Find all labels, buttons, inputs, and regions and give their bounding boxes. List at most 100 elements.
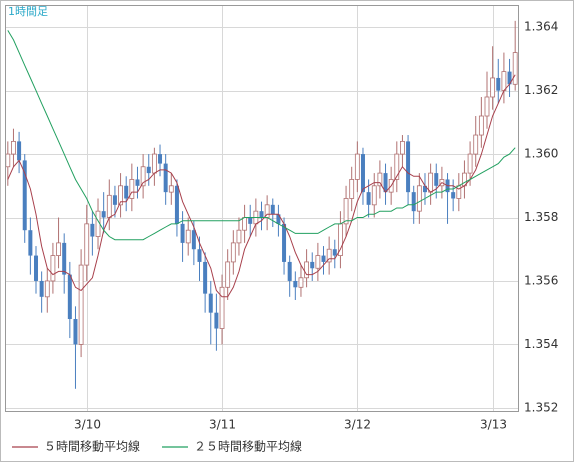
candle-body [163, 163, 168, 193]
candle-body [349, 179, 355, 199]
candle-body [197, 249, 202, 262]
candle-body [400, 140, 405, 155]
candle-body [34, 255, 39, 281]
candle-body [332, 249, 337, 256]
candle-body [67, 274, 72, 320]
marks [5, 20, 518, 389]
candle-body [106, 194, 112, 218]
candle-body [225, 261, 231, 288]
y-tick-label: 1.356 [524, 273, 558, 287]
candle-body [484, 96, 490, 117]
candle-body [236, 229, 242, 244]
legend-label: ５時間移動平均線 [44, 439, 140, 454]
candle-body [22, 160, 27, 231]
ma-line [7, 74, 516, 298]
candle-body [315, 255, 321, 269]
candle-body [39, 280, 44, 297]
candle-body [366, 192, 371, 205]
candle-body [174, 185, 179, 224]
candle-body [135, 179, 140, 186]
y-tick-label: 1.362 [524, 83, 558, 97]
candle-body [416, 185, 422, 212]
candle-body [490, 77, 496, 98]
plot-border [5, 5, 519, 412]
candle-body [287, 261, 292, 281]
y-tick-label: 1.352 [524, 400, 558, 414]
legend-label: ２５時間移動平均線 [194, 439, 302, 454]
candle-body [282, 223, 287, 262]
candle-body [422, 185, 427, 193]
candle-body [140, 166, 146, 187]
candle-body [360, 154, 365, 193]
y-tick-label: 1.360 [524, 147, 558, 161]
candle-body [5, 153, 11, 168]
candle-body [78, 264, 84, 345]
candle-body [180, 223, 185, 243]
y-tick-label: 1.358 [524, 210, 558, 224]
candle-body [473, 134, 479, 155]
candle-body [248, 217, 253, 224]
candle-body [214, 312, 219, 329]
candle-body [293, 280, 298, 288]
candle-body [50, 255, 56, 282]
candle-body [11, 140, 16, 155]
candle-body [501, 71, 507, 92]
candle-body [321, 255, 326, 262]
grid [5, 5, 518, 411]
chart-title: 1時間足 [8, 5, 48, 18]
x-tick-label: 3/11 [209, 418, 236, 432]
candle-body [270, 204, 275, 215]
candle-body [84, 223, 90, 266]
candle-body [507, 71, 512, 85]
candle-body [17, 141, 22, 161]
candle-body [276, 214, 281, 224]
candle-body [310, 261, 315, 269]
candle-body [118, 185, 123, 206]
candle-body [146, 166, 151, 174]
candle-body [496, 77, 501, 91]
candle-body [124, 185, 129, 199]
y-tick-label: 1.364 [524, 20, 558, 34]
candle-body [191, 230, 196, 250]
candle-body [383, 173, 388, 193]
candle-body [28, 230, 33, 256]
candle-body [112, 195, 117, 205]
candle-body [62, 242, 67, 275]
candle-body [203, 261, 208, 294]
candle-body [343, 198, 349, 225]
candle-body [451, 192, 456, 199]
candle-body [371, 185, 377, 206]
candle-body [90, 223, 95, 237]
candle-body [129, 179, 135, 199]
candle-body [304, 261, 309, 279]
candle-body [406, 141, 411, 193]
candle-body [230, 242, 236, 263]
candle-body [151, 153, 157, 174]
candle-body [185, 229, 191, 244]
candle-body [434, 173, 439, 186]
candle-body [73, 319, 78, 345]
candle-body [44, 280, 50, 298]
candle-body [56, 242, 61, 256]
candle-body [394, 153, 400, 180]
candle-body [208, 293, 213, 313]
ma-line [7, 30, 516, 241]
candle-body [101, 211, 106, 218]
candle-body [467, 153, 473, 174]
candle-body [411, 192, 416, 212]
candle-body [242, 217, 247, 231]
candle-body [219, 286, 225, 329]
candle-body [168, 185, 174, 193]
candle-body [354, 153, 360, 180]
candle-body [428, 172, 434, 193]
x-tick-label: 3/13 [480, 418, 507, 432]
candle-body [158, 154, 163, 164]
candle-body [377, 172, 383, 187]
y-tick-label: 1.354 [524, 337, 558, 351]
candle-body [298, 277, 304, 288]
candle-body [259, 211, 264, 218]
x-tick-label: 3/10 [74, 418, 101, 432]
candle-body [326, 248, 332, 263]
candle-body [512, 52, 518, 85]
